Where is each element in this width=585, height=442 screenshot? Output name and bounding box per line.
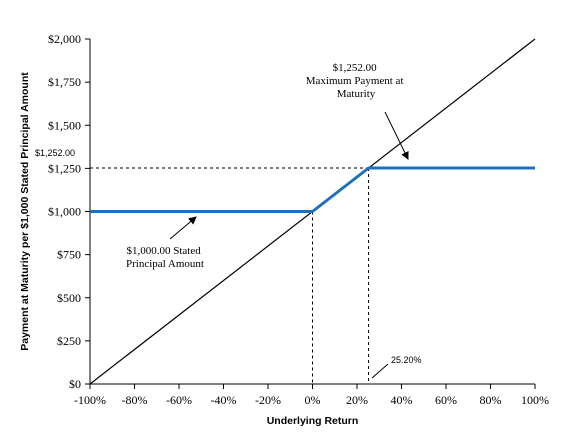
x-tick-label: 0% bbox=[305, 393, 321, 407]
x-marker-label: 25.20% bbox=[391, 355, 422, 365]
y-tick-label: $1,250 bbox=[48, 161, 81, 175]
x-tick-label: 60% bbox=[435, 393, 457, 407]
series-layer bbox=[89, 38, 536, 385]
x-tick-label: -80% bbox=[122, 393, 148, 407]
y-axis-ticks: $0 $250 $500 $750 $1,000 $1,250 $1,500 $1,750 $2… bbox=[48, 32, 90, 391]
stated-principal-arrow bbox=[169, 216, 197, 240]
x-tick-label: -60% bbox=[166, 393, 192, 407]
payment-series-line bbox=[90, 166, 535, 213]
max-payment-line-3: Maturity bbox=[337, 88, 376, 100]
y-tick-label: $750 bbox=[57, 248, 81, 262]
x-axis-title: Underlying Return bbox=[267, 415, 359, 427]
reference-lines bbox=[90, 167, 370, 384]
y-tick-label: $2,000 bbox=[48, 32, 81, 46]
x-marker-pointer bbox=[371, 363, 389, 379]
y-tick-label: $1,000 bbox=[48, 205, 81, 219]
x-tick-label: -40% bbox=[211, 393, 237, 407]
stated-principal-line-2: Principal Amount bbox=[126, 258, 204, 270]
y-tick-label: $1,500 bbox=[48, 118, 81, 132]
y-marker-label: $1,252.00 bbox=[35, 148, 75, 158]
stated-principal-line-1: $1,000.00 Stated bbox=[127, 245, 202, 257]
y-tick-label: $500 bbox=[57, 291, 81, 305]
y-tick-label: $1,750 bbox=[48, 75, 81, 89]
max-payment-line-1: $1,252.00 bbox=[333, 62, 378, 74]
max-payment-arrow bbox=[384, 111, 409, 160]
x-tick-label: 20% bbox=[346, 393, 368, 407]
x-tick-label: 100% bbox=[521, 393, 549, 407]
x-axis-ticks: -100% -80% -60% -40% -20% 0% 20% 40% 60% 80% 100% bbox=[74, 384, 549, 407]
max-payment-annotation: $1,252.00 Maximum Payment at Maturity bbox=[306, 62, 407, 100]
x-tick-label: -20% bbox=[255, 393, 281, 407]
stated-principal-annotation: $1,000.00 Stated Principal Amount bbox=[126, 245, 204, 270]
x-tick-label: 40% bbox=[391, 393, 413, 407]
y-axis-title: Payment at Maturity per $1,000 Stated Pr… bbox=[19, 72, 31, 351]
x-tick-label: 80% bbox=[480, 393, 502, 407]
y-tick-label: $0 bbox=[69, 377, 81, 391]
x-tick-label: -100% bbox=[74, 393, 106, 407]
y-tick-label: $250 bbox=[57, 334, 81, 348]
max-payment-line-2: Maximum Payment at bbox=[306, 75, 404, 87]
